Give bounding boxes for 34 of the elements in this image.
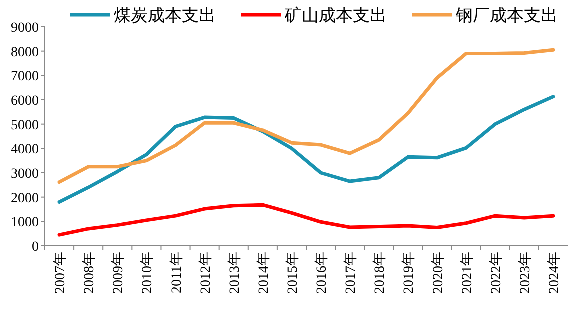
y-tick-label: 4000 — [11, 142, 39, 158]
y-tick-label: 3000 — [11, 167, 39, 182]
y-tick-label: 1000 — [11, 216, 39, 231]
x-tick-label: 2012年 — [198, 252, 214, 294]
x-tick-label: 2024年 — [546, 252, 562, 294]
legend-label: 钢厂成本支出 — [455, 6, 558, 25]
x-tick-label: 2018年 — [372, 252, 388, 294]
line-series — [58, 203, 556, 237]
x-tick-label: 2011年 — [168, 252, 185, 294]
y-tick-label: 7000 — [11, 70, 39, 85]
x-tick-label: 2023年 — [517, 252, 534, 294]
x-tick-label: 2010年 — [140, 252, 156, 294]
x-tick-label: 2019年 — [401, 252, 418, 294]
x-tick-label: 2016年 — [314, 252, 330, 294]
y-tick-label: 2000 — [11, 191, 39, 206]
x-tick-label: 2022年 — [488, 252, 504, 294]
legend-label: 矿山成本支出 — [284, 6, 387, 25]
x-tick-label: 2008年 — [82, 252, 98, 294]
y-tick-label: 6000 — [11, 94, 39, 109]
y-tick-label: 9000 — [11, 21, 39, 36]
line-series — [58, 95, 556, 204]
x-tick-label: 2014年 — [256, 252, 272, 294]
y-tick-label: 5000 — [11, 118, 39, 134]
x-tick-label: 2017年 — [343, 252, 360, 294]
x-tick-label: 2020年 — [430, 252, 446, 294]
y-tick-label: 8000 — [11, 45, 39, 60]
line-series — [58, 48, 556, 184]
x-tick-label: 2013年 — [226, 252, 243, 294]
x-tick-label: 2007年 — [52, 252, 69, 294]
x-tick-label: 2021年 — [459, 252, 476, 294]
x-tick-label: 2009年 — [110, 252, 127, 294]
legend-label: 煤炭成本支出 — [114, 6, 216, 25]
y-tick-label: 0 — [32, 240, 39, 255]
x-tick-label: 2015年 — [284, 252, 301, 294]
